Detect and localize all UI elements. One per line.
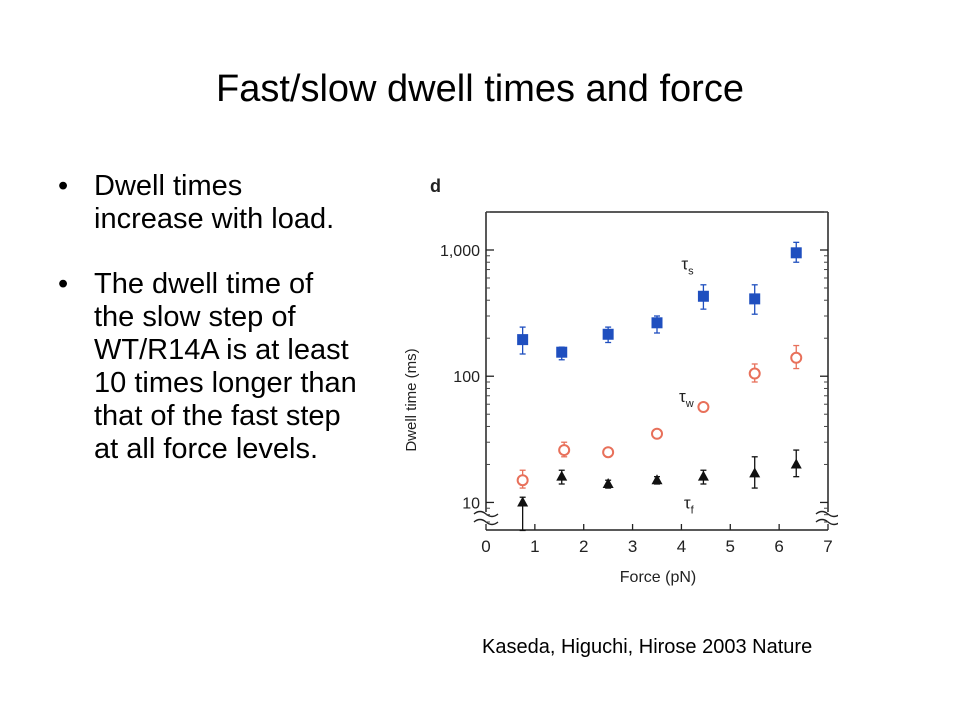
bullet-item: • The dwell time of the slow step of WT/…: [58, 268, 358, 466]
data-point-circle: [697, 401, 710, 414]
data-point-triangle: [602, 478, 614, 489]
data-point-circle: [651, 427, 663, 440]
x-tick-label: 6: [774, 537, 783, 556]
panel-label: d: [430, 176, 441, 196]
bullet-text: Dwell times increase with load.: [94, 170, 335, 235]
x-axis-label: Force (pN): [620, 569, 696, 586]
data-point-circle: [558, 444, 571, 457]
data-point-circle: [602, 446, 615, 459]
data-point-triangle: [790, 458, 802, 469]
data-point-circle: [790, 351, 803, 364]
bullet-list: • Dwell times increase with load. • The …: [58, 170, 358, 498]
data-point-circle: [516, 474, 529, 487]
data-point-square: [517, 334, 529, 346]
slide-title: Fast/slow dwell times and force: [216, 68, 744, 110]
data-point-square: [651, 317, 663, 329]
series-label-f: τf: [684, 493, 695, 516]
y-axis-label: Dwell time (ms): [403, 348, 420, 451]
data-point-square: [790, 247, 802, 259]
dwell-time-chart: d Dwell time (ms) Force (pN) 0 1 2 3 4 5 6 7 10 1…: [403, 176, 838, 586]
series-w: [516, 344, 803, 489]
x-tick-label: 5: [726, 537, 735, 556]
data-point-square: [602, 328, 614, 340]
data-point-triangle: [517, 496, 529, 507]
y-tick-label: 100: [453, 369, 480, 386]
x-tick-label: 2: [579, 537, 588, 556]
data-point-triangle: [556, 470, 568, 481]
axis-break-left: [473, 510, 499, 526]
series-label-w: τw: [679, 387, 694, 410]
x-tick-label: 4: [677, 537, 686, 556]
y-tick-label: 10: [462, 495, 480, 512]
series-f: [517, 449, 802, 532]
bullet-dot: •: [58, 170, 69, 202]
data-point-square: [749, 293, 761, 305]
data-point-square: [556, 346, 568, 358]
bullet-item: • Dwell times increase with load.: [58, 170, 358, 236]
x-tick-label: 0: [481, 537, 490, 556]
x-tick-label: 3: [628, 537, 637, 556]
citation-caption: Kaseda, Higuchi, Hirose 2003 Nature: [482, 636, 813, 658]
data-marks: τs τw τf: [516, 241, 803, 532]
x-tick-label: 7: [823, 537, 832, 556]
bullet-dot: •: [58, 268, 69, 300]
y-tick-label: 1,000: [440, 243, 480, 260]
data-point-triangle: [749, 467, 761, 478]
data-point-triangle: [697, 470, 709, 481]
axes: 0 1 2 3 4 5 6 7 10 100 1,000: [440, 211, 838, 556]
series-label-s: τs: [681, 255, 694, 278]
data-point-square: [697, 290, 709, 302]
bullet-text: The dwell time of the slow step of WT/R1…: [94, 268, 357, 465]
data-point-circle: [748, 367, 761, 380]
axis-break-right: [815, 510, 838, 526]
data-point-triangle: [651, 474, 663, 485]
x-tick-label: 1: [530, 537, 539, 556]
series-s: [517, 241, 802, 361]
